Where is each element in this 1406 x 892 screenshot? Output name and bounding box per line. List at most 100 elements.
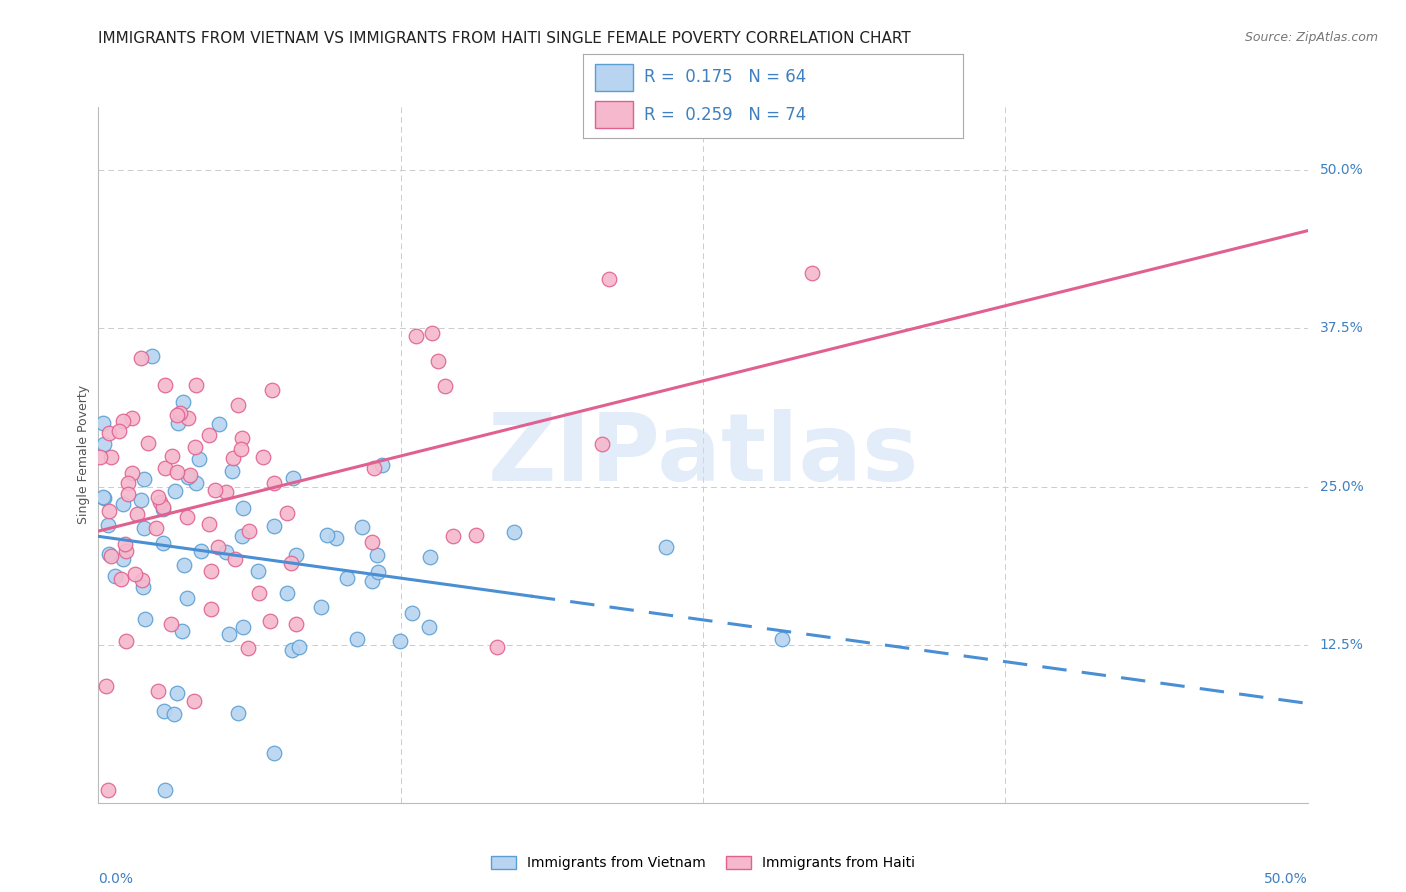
Point xyxy=(418,620,440,634)
Point xyxy=(198,428,221,442)
Point xyxy=(214,485,236,500)
Point xyxy=(503,525,526,540)
Point xyxy=(93,437,115,451)
Point xyxy=(152,535,174,549)
Point xyxy=(187,451,209,466)
Point xyxy=(363,461,385,475)
Point xyxy=(93,491,115,506)
Point xyxy=(280,556,302,570)
Point xyxy=(260,383,283,397)
Point xyxy=(405,329,427,343)
Point xyxy=(224,552,246,566)
Point xyxy=(131,573,153,587)
Point xyxy=(89,450,111,464)
Point xyxy=(361,535,384,549)
Point xyxy=(316,527,339,541)
Point xyxy=(367,566,389,580)
Point xyxy=(336,571,359,585)
Point xyxy=(200,601,222,615)
Point xyxy=(141,350,163,364)
Point xyxy=(134,521,156,535)
Point xyxy=(231,442,253,457)
Point xyxy=(371,458,394,472)
Point xyxy=(184,440,207,454)
Text: 50.0%: 50.0% xyxy=(1264,872,1308,887)
Point xyxy=(165,483,187,498)
Point xyxy=(131,351,153,365)
Point xyxy=(232,501,254,516)
Point xyxy=(208,417,231,431)
Point xyxy=(91,490,114,504)
Point xyxy=(284,549,307,563)
Point xyxy=(263,746,285,760)
Point xyxy=(598,272,620,286)
Point xyxy=(184,378,207,392)
Point xyxy=(325,531,347,545)
Point xyxy=(173,558,195,572)
Point xyxy=(124,566,146,581)
Y-axis label: Single Female Poverty: Single Female Poverty xyxy=(77,385,90,524)
Point xyxy=(134,472,156,486)
Text: 50.0%: 50.0% xyxy=(1320,163,1364,178)
Point xyxy=(121,466,143,480)
Point xyxy=(134,611,156,625)
Text: 25.0%: 25.0% xyxy=(1320,480,1364,493)
Point xyxy=(131,580,153,594)
Point xyxy=(153,704,176,718)
Point xyxy=(190,543,212,558)
Point xyxy=(166,685,188,699)
Point xyxy=(770,632,793,646)
Point xyxy=(366,548,388,562)
Point xyxy=(232,620,254,634)
Point xyxy=(263,518,285,533)
Point xyxy=(283,471,305,485)
Bar xyxy=(595,63,633,91)
Point xyxy=(108,424,131,438)
Point xyxy=(207,540,229,554)
Point xyxy=(276,506,298,520)
Text: ZIPatlas: ZIPatlas xyxy=(488,409,918,501)
Point xyxy=(238,524,260,538)
Point xyxy=(153,461,176,475)
Point xyxy=(176,510,198,524)
Point xyxy=(222,450,245,465)
Point xyxy=(247,586,270,600)
Point xyxy=(361,574,384,588)
Point xyxy=(121,411,143,425)
Point xyxy=(465,528,488,542)
Point xyxy=(441,529,464,543)
Point xyxy=(197,516,219,531)
Text: 0.0%: 0.0% xyxy=(98,872,134,887)
Point xyxy=(170,624,193,639)
Point xyxy=(218,627,240,641)
Text: R =  0.259   N = 74: R = 0.259 N = 74 xyxy=(644,105,807,123)
Point xyxy=(97,503,120,517)
Point xyxy=(236,641,259,656)
Point xyxy=(276,586,298,600)
Point xyxy=(263,475,285,490)
Point xyxy=(136,436,159,450)
Point xyxy=(177,411,200,425)
Point xyxy=(97,783,120,797)
Point xyxy=(309,600,332,615)
Point xyxy=(252,450,274,464)
Point xyxy=(176,591,198,606)
Point xyxy=(97,518,120,533)
Point xyxy=(433,379,456,393)
Point xyxy=(115,633,138,648)
Point xyxy=(153,783,176,797)
Point xyxy=(592,437,614,451)
Point xyxy=(426,353,449,368)
Point xyxy=(100,450,122,464)
Point xyxy=(215,545,238,559)
Point xyxy=(246,564,269,578)
Point xyxy=(231,432,253,446)
Point xyxy=(114,537,136,551)
Point xyxy=(117,487,139,501)
Point xyxy=(149,495,172,509)
Point xyxy=(112,414,135,428)
Text: 37.5%: 37.5% xyxy=(1320,321,1364,335)
Point xyxy=(93,416,115,430)
Point xyxy=(96,679,118,693)
Point xyxy=(226,399,249,413)
